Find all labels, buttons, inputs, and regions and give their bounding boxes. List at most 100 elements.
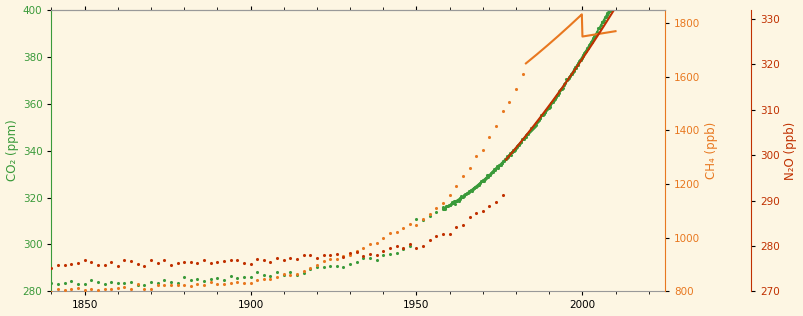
Point	[316, 264, 329, 270]
Point	[592, 26, 605, 31]
Point	[546, 100, 559, 105]
Point	[453, 196, 466, 201]
Point	[505, 149, 518, 154]
Point	[71, 261, 84, 266]
Point	[92, 279, 104, 284]
Point	[165, 279, 177, 284]
Point	[469, 211, 482, 216]
Point	[237, 280, 250, 285]
Point	[509, 144, 522, 149]
Point	[297, 270, 310, 275]
Point	[555, 87, 568, 92]
Point	[473, 180, 486, 185]
Point	[283, 255, 296, 260]
Point	[463, 215, 475, 220]
Point	[363, 242, 376, 247]
Point	[471, 182, 484, 187]
Point	[124, 287, 137, 292]
Point	[598, 15, 611, 20]
Point	[436, 231, 449, 236]
Point	[475, 178, 488, 183]
Point	[517, 137, 530, 142]
Point	[151, 282, 164, 287]
Point	[403, 241, 416, 246]
Point	[565, 70, 578, 75]
Point	[491, 164, 504, 169]
Point	[532, 116, 545, 121]
Point	[535, 113, 548, 118]
Point	[450, 197, 463, 202]
Point	[534, 112, 547, 118]
Point	[509, 86, 522, 91]
Point	[131, 261, 144, 266]
Point	[403, 221, 416, 226]
Point	[597, 17, 609, 22]
Point	[450, 198, 463, 203]
Point	[118, 257, 131, 262]
Point	[244, 275, 257, 280]
Point	[310, 256, 323, 261]
Point	[503, 152, 516, 157]
Point	[469, 154, 482, 159]
Point	[603, 9, 616, 14]
Point	[297, 252, 310, 258]
Point	[442, 192, 455, 197]
Point	[416, 217, 429, 222]
Point	[483, 134, 495, 139]
Point	[251, 256, 263, 261]
Point	[548, 96, 560, 101]
Point	[112, 286, 124, 291]
Point	[85, 278, 98, 283]
Point	[437, 206, 450, 211]
Point	[145, 286, 157, 291]
Point	[357, 246, 369, 251]
Point	[483, 204, 495, 209]
Point	[204, 277, 217, 282]
Point	[495, 193, 508, 198]
Point	[481, 173, 494, 178]
Point	[198, 283, 210, 288]
Point	[422, 238, 435, 243]
Point	[251, 277, 263, 283]
Point	[237, 260, 250, 265]
Point	[536, 113, 548, 118]
Point	[590, 29, 603, 34]
Point	[475, 179, 487, 184]
Point	[573, 58, 586, 63]
Point	[363, 252, 376, 257]
Point	[589, 30, 602, 35]
Point	[524, 128, 536, 133]
Point	[489, 200, 502, 205]
Point	[508, 145, 521, 150]
Point	[464, 188, 477, 193]
Point	[593, 25, 605, 30]
Y-axis label: CH₄ (ppb): CH₄ (ppb)	[704, 122, 717, 179]
Point	[540, 106, 552, 112]
Point	[446, 200, 459, 205]
Point	[550, 93, 563, 98]
Point	[369, 258, 382, 263]
Point	[45, 289, 58, 294]
Point	[436, 204, 449, 210]
Point	[496, 158, 509, 163]
Point	[218, 282, 230, 287]
Point	[410, 217, 422, 222]
Point	[521, 132, 534, 137]
Point	[271, 255, 283, 260]
Point	[561, 75, 574, 80]
Point	[594, 20, 607, 25]
Point	[466, 186, 479, 191]
Point	[112, 281, 124, 286]
Point	[444, 201, 457, 206]
Point	[597, 15, 610, 20]
Point	[552, 89, 565, 94]
Point	[210, 281, 223, 286]
Point	[389, 229, 402, 234]
Point	[515, 139, 528, 144]
Point	[92, 288, 104, 293]
Point	[403, 244, 416, 249]
Point	[165, 263, 177, 268]
Point	[438, 206, 451, 211]
Point	[145, 280, 157, 285]
Point	[544, 100, 557, 106]
